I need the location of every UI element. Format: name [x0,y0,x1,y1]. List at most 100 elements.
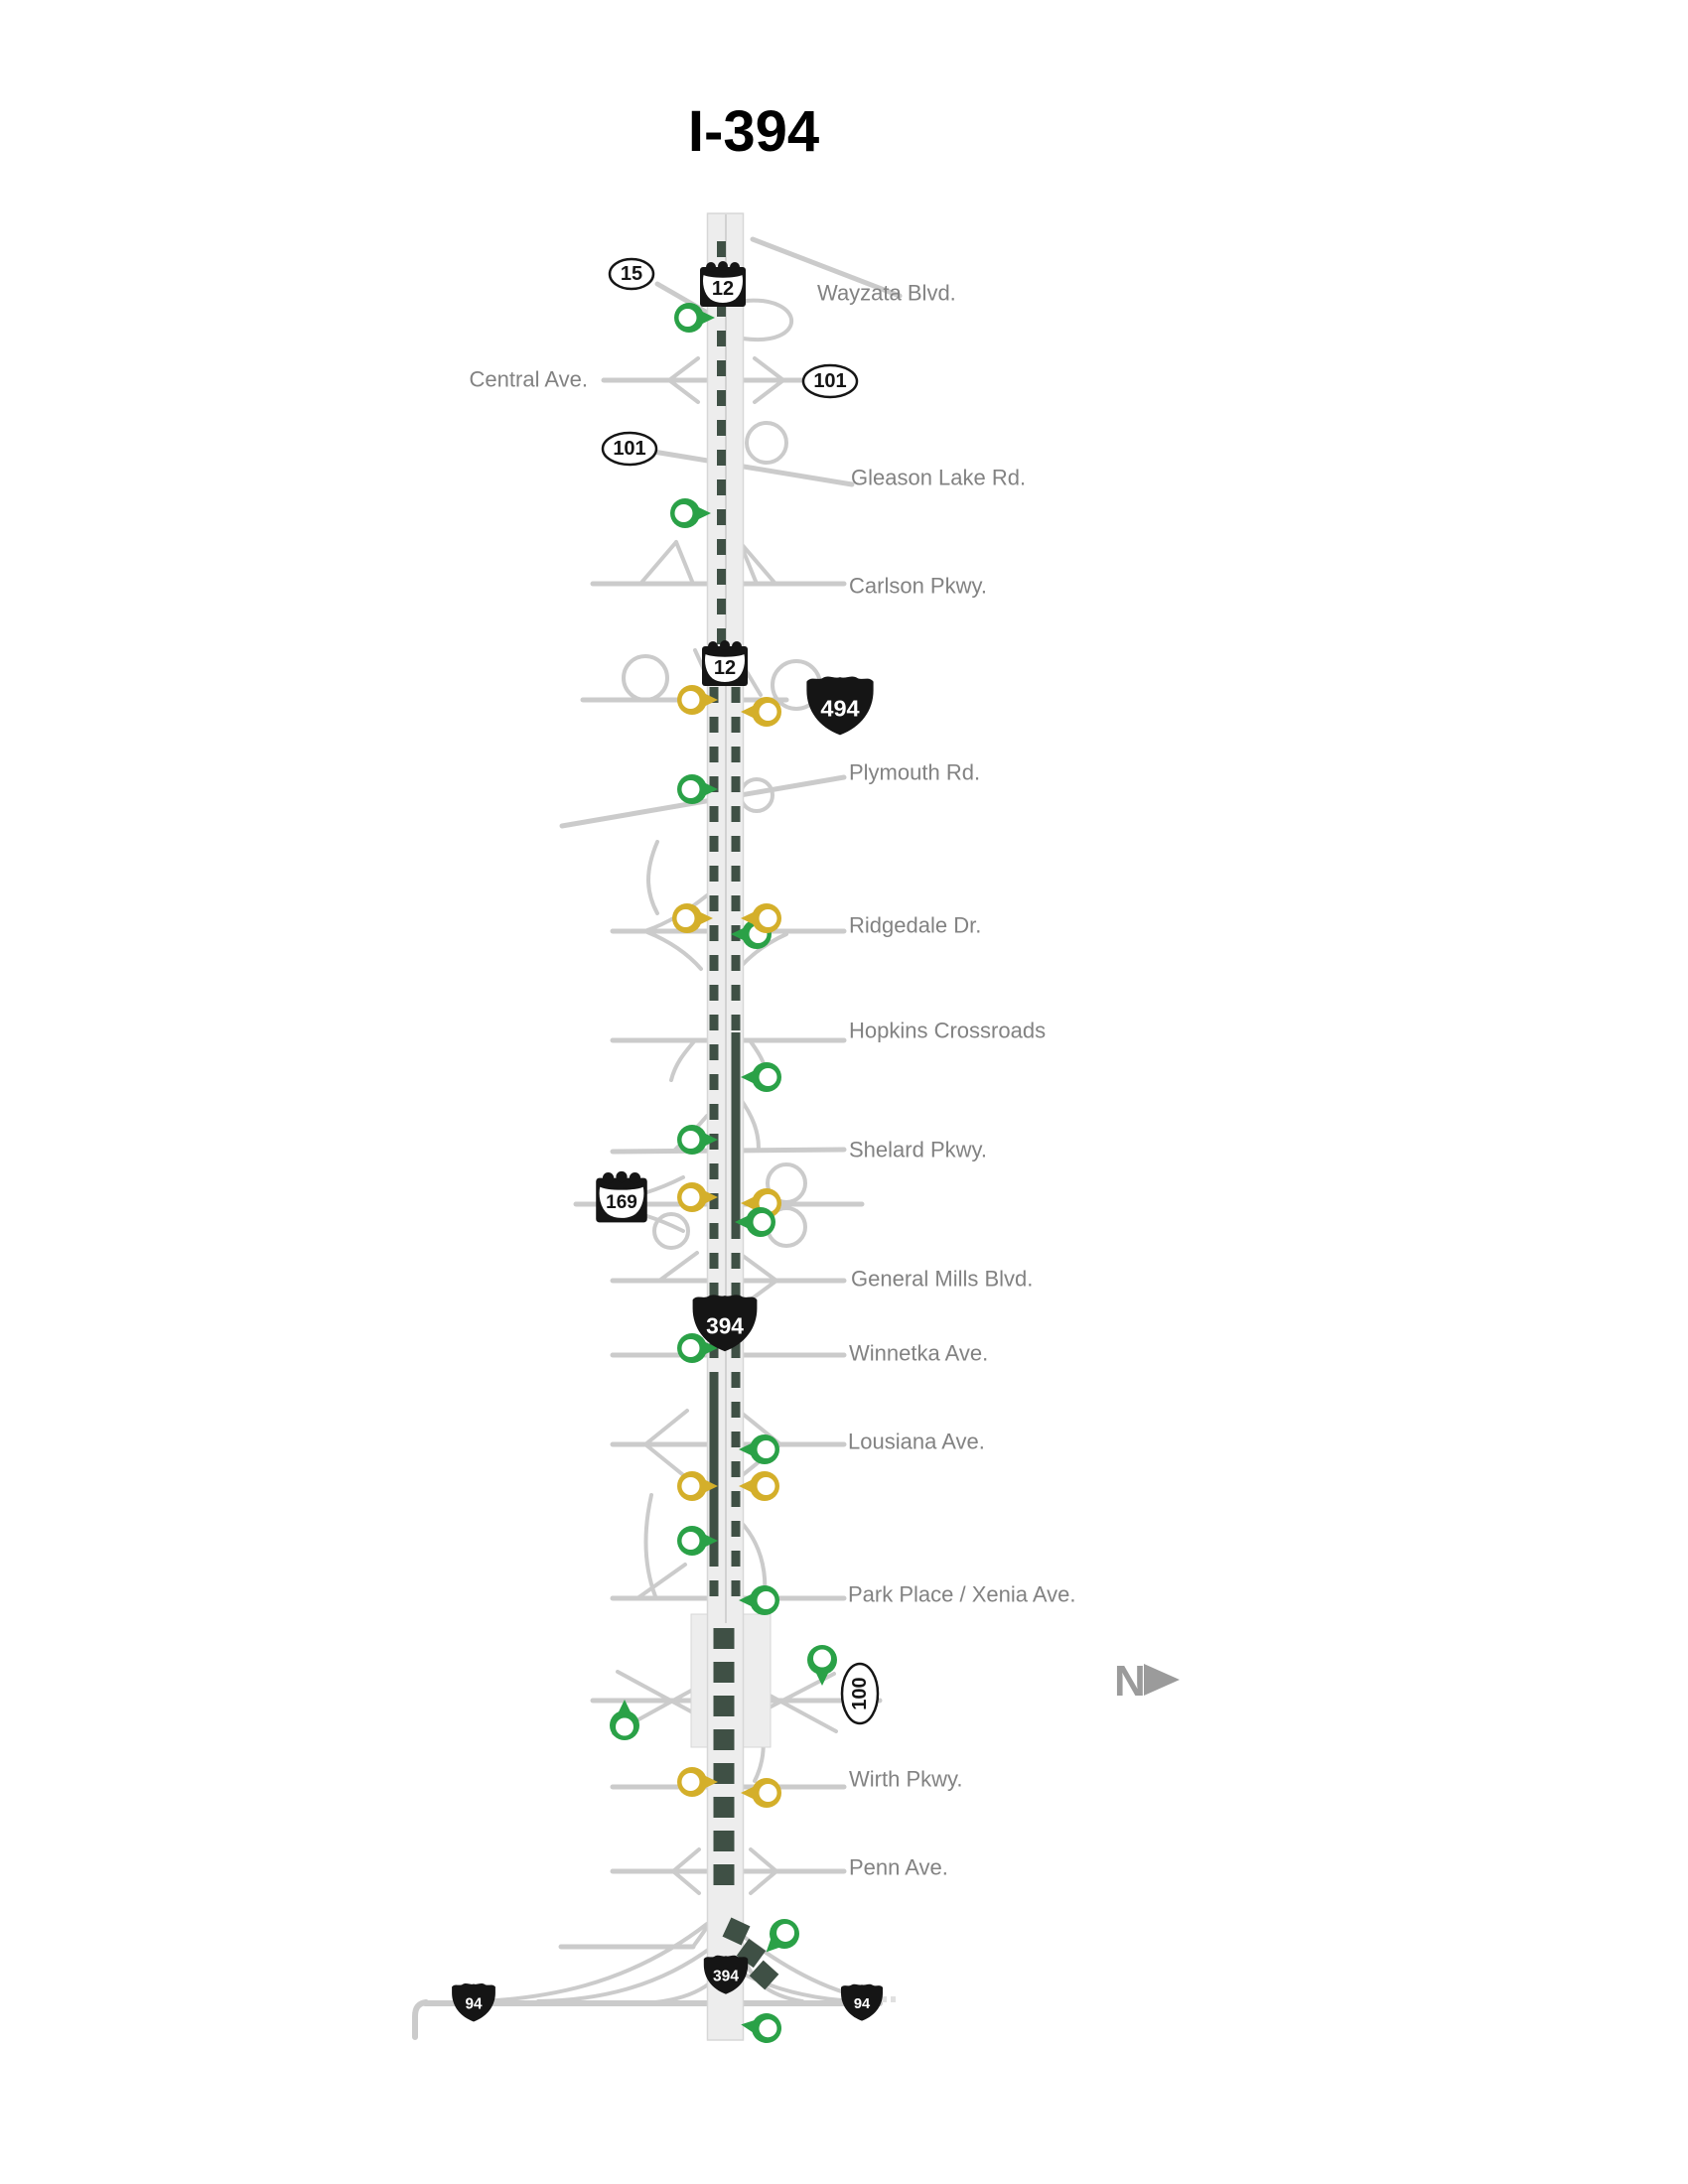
road-segment [638,540,678,586]
shield-oval-100: 100 [840,1662,880,1725]
hov-dash [709,1193,719,1209]
hov-dash [717,569,726,585]
shield-us-12: 12 [702,640,748,686]
road-segment [753,356,787,404]
hov-dash [731,717,741,733]
crossroad-label-penn-ave: Penn Ave. [849,1855,948,1880]
hov-dash [731,1253,741,1269]
road-segment [635,1563,687,1600]
hov-dash [731,1015,741,1030]
hov-dash [709,1342,719,1358]
crossroad-label-park-place-xenia: Park Place / Xenia Ave. [848,1582,1076,1607]
shield-number: 100 [849,1677,871,1709]
ramp-meter-green-icon [735,1207,775,1237]
road-segment [657,1251,699,1283]
hov-dash [731,687,741,703]
crossroad-label-wirth-pkwy: Wirth Pkwy. [849,1767,962,1792]
road-segment [536,1946,713,2003]
street-labels: Wayzata Blvd. Central Ave. Gleason Lake Rd… [470,281,1076,1880]
hov-dash [731,1432,741,1447]
ramp-meter-green-icon [670,498,711,528]
hov-dash [713,1628,735,1649]
shield-number: 12 [712,278,734,300]
crossroad-label-plymouth-rd: Plymouth Rd. [849,760,980,785]
ramp-meter-green-icon [674,303,715,333]
crossroad-label-ridgedale-dr: Ridgedale Dr. [849,913,981,938]
hov-dash [713,1662,735,1683]
ramp-meter-green-icon [677,1125,718,1155]
hov-dash [709,1253,719,1269]
road-segment [643,1409,689,1446]
ramp-meter-green-icon [807,1645,837,1686]
ramp-loop [745,421,788,465]
hov-dash [731,1342,741,1358]
road-segment [749,1847,780,1895]
road-segment [737,1251,778,1283]
hov-dash [709,985,719,1001]
hov-dash [731,1402,741,1418]
ramp-meter-yellow-icon [739,1471,779,1501]
hov-dash [717,301,726,317]
ramp-meter-yellow-icon [672,903,713,933]
hov-dash [731,1372,741,1388]
hov-dash [717,331,726,346]
ramp-meters [610,303,837,2043]
shield-number: 15 [621,263,642,285]
ramp-meter-yellow-icon [677,1471,718,1501]
road-segment [674,540,695,586]
hov-dash [709,955,719,971]
hov-dash [713,1797,735,1818]
hov-dash [731,1283,741,1298]
road-segment [665,356,700,404]
road-segment [741,298,794,342]
hov-dash [709,1163,719,1179]
shield-interstate-494: 494 [806,676,874,736]
crossroad-label-central-ave: Central Ave. [470,367,588,392]
hov-dash [709,1283,719,1298]
hov-solid-left [709,1372,719,1551]
hov-dash [709,1104,719,1120]
ramp-meter-yellow-icon [741,1778,781,1808]
shield-oval-101: 101 [601,431,658,467]
shield-number: 101 [813,370,846,392]
hov-dash [709,806,719,822]
hov-dash [717,539,726,555]
road-segment [412,1999,429,2040]
shield-number: 494 [820,695,859,721]
shield-oval-101: 101 [801,363,859,399]
shield-number: 394 [713,1968,739,1984]
ramp-meter-green-icon [739,1585,779,1615]
hov-dash [722,1917,751,1946]
hov-dash [717,241,726,257]
road-segment [750,236,903,299]
hov-dash [717,450,726,466]
ramp-meter-yellow-icon [677,1767,718,1797]
hov-dash [717,390,726,406]
hov-dash [731,895,741,911]
hov-dash [709,687,719,703]
ramp-meter-green-icon [739,1434,779,1464]
hov-dash [709,776,719,792]
hov-dash [717,599,726,614]
compass-arrow-icon [1144,1664,1180,1696]
ramp-meter-green-icon [766,1919,799,1953]
hov-dash [709,925,719,941]
crossroad-label-shelard-pkwy: Shelard Pkwy. [849,1138,987,1162]
hov-dash [713,1729,735,1750]
ramp-meter-green-icon [741,2013,781,2043]
road-segment [738,540,777,586]
shield-number: 94 [854,1996,871,2012]
crossroad-label-wayzata-blvd: Wayzata Blvd. [817,281,956,306]
ramp-loop [652,1212,690,1250]
shield-interstate-394: 394 [692,1295,758,1352]
shield-us-12: 12 [700,261,746,307]
ramp-meter-green-icon [677,1333,718,1363]
hov-dash [713,1763,735,1784]
hov-dash [731,955,741,971]
shield-oval-15: 15 [608,257,655,291]
shield-number: 12 [714,657,736,679]
hov-dash [709,1134,719,1150]
ramp-meter-green-icon [741,1062,781,1092]
